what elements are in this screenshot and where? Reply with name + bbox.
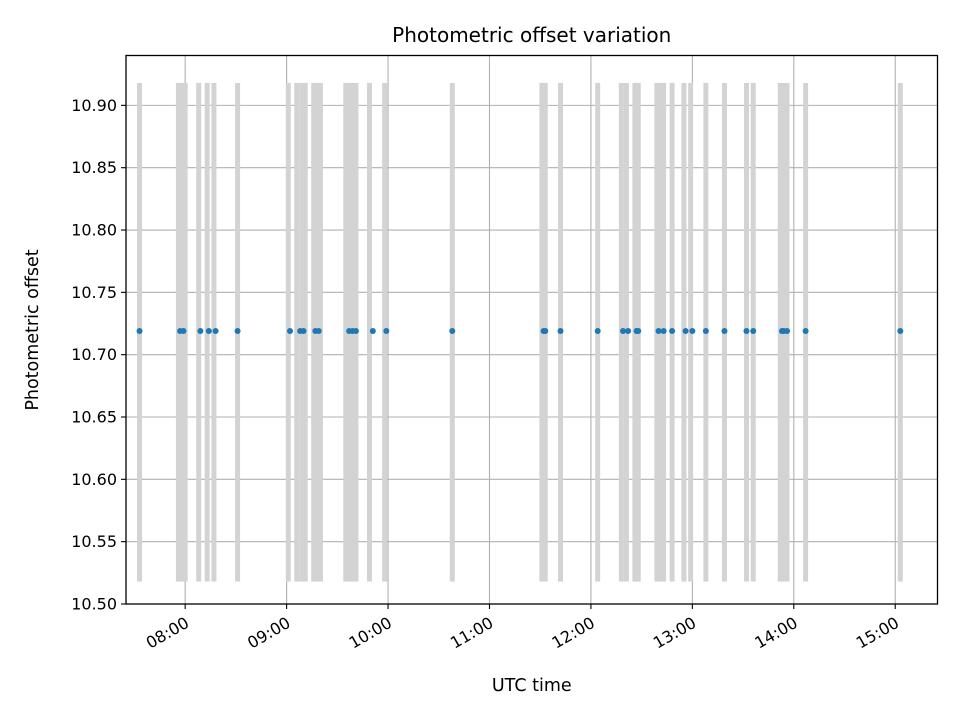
data-point	[205, 327, 212, 334]
y-tick-label: 10.55	[71, 532, 117, 551]
y-tick-label: 10.85	[71, 158, 117, 177]
data-point	[721, 327, 728, 334]
data-point	[620, 327, 627, 334]
data-point	[180, 327, 187, 334]
y-tick-label: 10.60	[71, 470, 117, 489]
plot-frame	[125, 54, 939, 605]
x-axis-label: UTC time	[492, 676, 572, 696]
observation-band	[366, 82, 372, 582]
data-point	[557, 327, 564, 334]
data-point	[635, 327, 642, 334]
data-point	[655, 327, 662, 334]
data-point	[750, 327, 757, 334]
data-point	[449, 327, 456, 334]
data-point	[625, 327, 632, 334]
y-tick-label: 10.65	[71, 408, 117, 427]
data-point	[689, 327, 696, 334]
data-point	[802, 327, 809, 334]
data-point	[383, 327, 390, 334]
data-point	[352, 327, 359, 334]
data-point	[660, 327, 667, 334]
y-tick-label: 10.80	[71, 221, 117, 240]
data-point	[669, 327, 676, 334]
y-tick-label: 10.90	[71, 96, 117, 115]
data-point	[743, 327, 750, 334]
data-point	[369, 327, 376, 334]
data-point	[197, 327, 204, 334]
data-point	[286, 327, 293, 334]
data-point	[784, 327, 791, 334]
data-points	[136, 327, 904, 334]
data-point	[234, 327, 241, 334]
data-point	[212, 327, 219, 334]
data-point	[136, 327, 143, 334]
observation-band	[294, 82, 300, 582]
data-point	[702, 327, 709, 334]
y-tick-label: 10.50	[71, 595, 117, 614]
data-point	[682, 327, 689, 334]
observation-band	[343, 82, 349, 582]
y-tick-label: 10.70	[71, 345, 117, 364]
chart-title: Photometric offset variation	[392, 23, 671, 47]
y-axis-label: Photometric offset	[23, 249, 43, 410]
data-point	[315, 327, 322, 334]
y-tick-label: 10.75	[71, 283, 117, 302]
data-point	[594, 327, 601, 334]
data-point	[897, 327, 904, 334]
data-point	[300, 327, 307, 334]
data-point	[542, 327, 549, 334]
